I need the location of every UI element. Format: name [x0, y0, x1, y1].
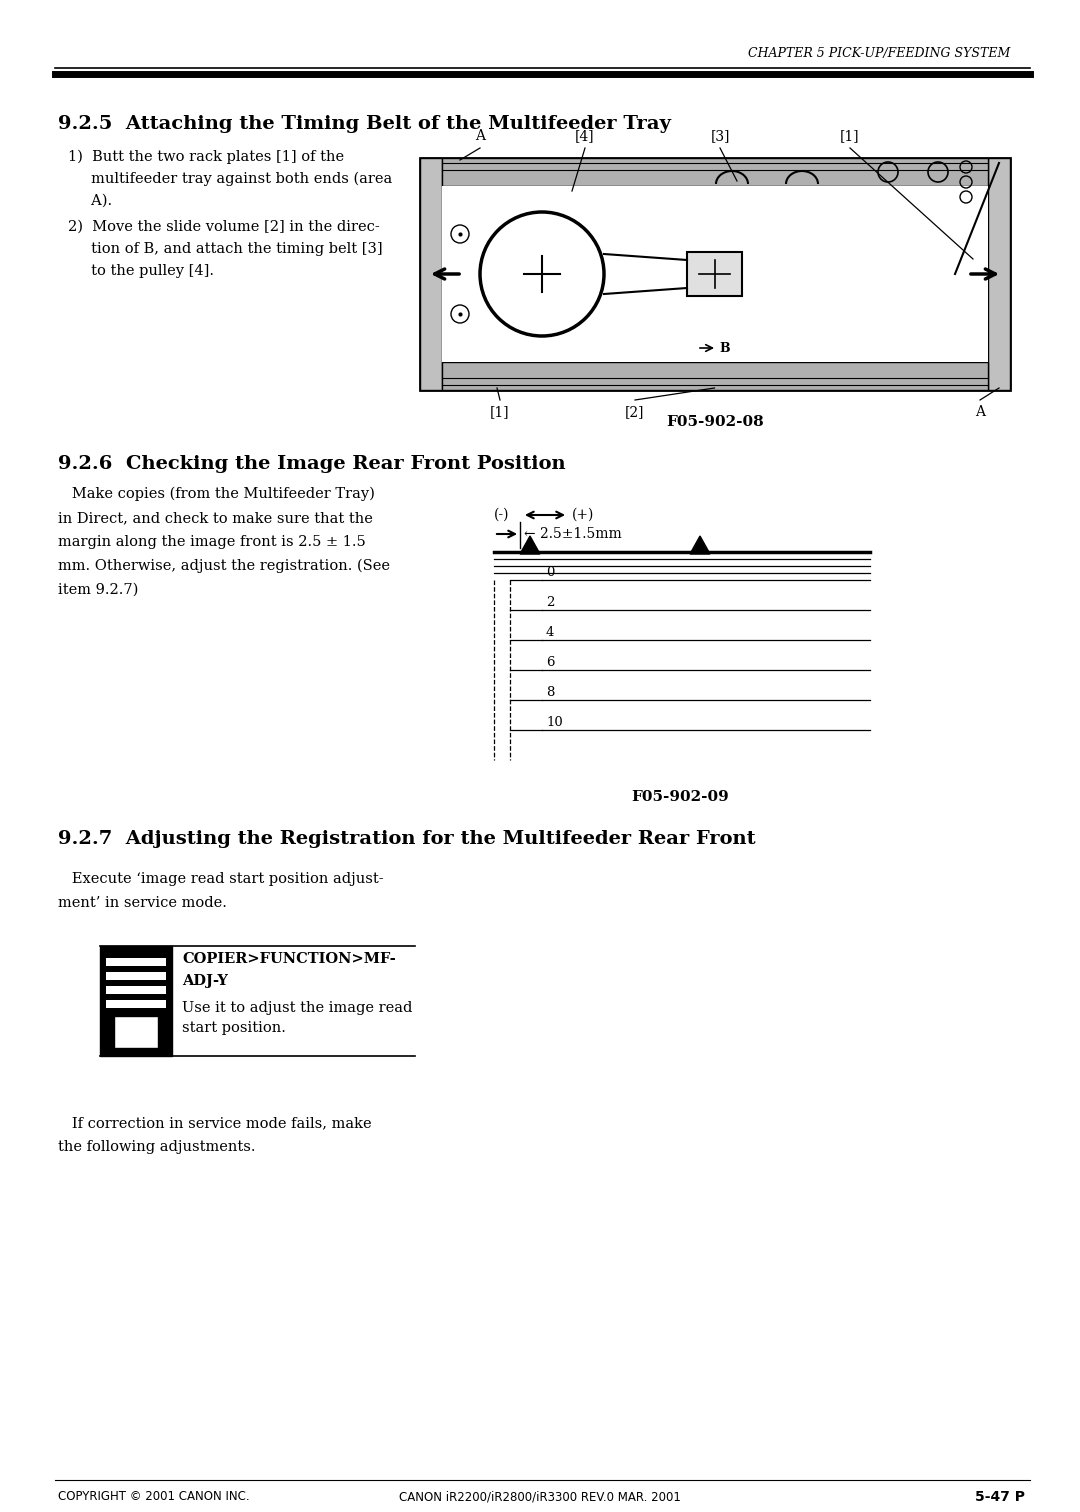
Text: 1)  Butt the two rack plates [1] of the: 1) Butt the two rack plates [1] of the — [68, 150, 345, 165]
Bar — [442, 361, 988, 390]
Bar — [420, 157, 1010, 390]
Text: 0: 0 — [546, 565, 554, 579]
Text: 10: 10 — [546, 717, 563, 729]
Text: CHAPTER 5 PICK-UP/FEEDING SYSTEM: CHAPTER 5 PICK-UP/FEEDING SYSTEM — [747, 47, 1010, 60]
Text: Use it to adjust the image read: Use it to adjust the image read — [183, 1001, 413, 1015]
Text: to the pulley [4].: to the pulley [4]. — [68, 265, 214, 278]
Text: 8: 8 — [546, 686, 554, 699]
Text: 9.2.6  Checking the Image Rear Front Position: 9.2.6 Checking the Image Rear Front Posi… — [58, 455, 566, 473]
Text: 6: 6 — [546, 656, 554, 668]
Text: in Direct, and check to make sure that the: in Direct, and check to make sure that t… — [58, 511, 373, 525]
Bar — [114, 1016, 158, 1048]
Text: 9.2.5  Attaching the Timing Belt of the Multifeeder Tray: 9.2.5 Attaching the Timing Belt of the M… — [58, 115, 671, 133]
Text: [1]: [1] — [490, 405, 510, 419]
Text: 5-47 P: 5-47 P — [975, 1489, 1025, 1504]
Text: F05-902-09: F05-902-09 — [631, 789, 729, 804]
Polygon shape — [519, 535, 540, 553]
Text: start position.: start position. — [183, 1021, 286, 1036]
Text: tion of B, and attach the timing belt [3]: tion of B, and attach the timing belt [3… — [68, 242, 382, 256]
Text: ADJ-Y: ADJ-Y — [183, 974, 228, 987]
Text: ment’ in service mode.: ment’ in service mode. — [58, 897, 227, 910]
Text: B: B — [719, 343, 730, 355]
Text: [1]: [1] — [840, 129, 860, 144]
Text: 2: 2 — [546, 596, 554, 609]
Text: multifeeder tray against both ends (area: multifeeder tray against both ends (area — [68, 172, 392, 186]
Text: the following adjustments.: the following adjustments. — [58, 1140, 256, 1154]
Text: mm. Otherwise, adjust the registration. (See: mm. Otherwise, adjust the registration. … — [58, 559, 390, 573]
Text: A: A — [475, 129, 485, 144]
Bar — [420, 157, 442, 390]
Bar — [100, 947, 172, 1055]
Text: A).: A). — [68, 194, 112, 209]
Bar — [106, 972, 166, 980]
Bar — [442, 186, 988, 361]
Text: CANON iR2200/iR2800/iR3300 REV.0 MAR. 2001: CANON iR2200/iR2800/iR3300 REV.0 MAR. 20… — [400, 1489, 680, 1503]
Bar — [106, 999, 166, 1009]
Text: Execute ‘image read start position adjust-: Execute ‘image read start position adjus… — [58, 872, 383, 886]
Text: item 9.2.7): item 9.2.7) — [58, 584, 138, 597]
Bar — [106, 959, 166, 966]
Text: margin along the image front is 2.5 ± 1.5: margin along the image front is 2.5 ± 1.… — [58, 535, 366, 549]
Bar — [114, 1016, 158, 1048]
Text: If correction in service mode fails, make: If correction in service mode fails, mak… — [58, 1116, 372, 1129]
Text: (-): (-) — [494, 508, 510, 522]
Text: 9.2.7  Adjusting the Registration for the Multifeeder Rear Front: 9.2.7 Adjusting the Registration for the… — [58, 830, 756, 848]
Text: F05-902-08: F05-902-08 — [666, 414, 764, 429]
Bar — [106, 986, 166, 993]
Polygon shape — [690, 535, 710, 553]
Text: [2]: [2] — [625, 405, 645, 419]
Text: (+): (+) — [572, 508, 594, 522]
Text: A: A — [975, 405, 985, 419]
Bar — [442, 157, 988, 186]
Bar — [988, 157, 1010, 390]
Text: 4: 4 — [546, 626, 554, 640]
Text: 2)  Move the slide volume [2] in the direc-: 2) Move the slide volume [2] in the dire… — [68, 221, 380, 234]
Text: [4]: [4] — [576, 129, 595, 144]
Text: [3]: [3] — [711, 129, 730, 144]
Text: COPYRIGHT © 2001 CANON INC.: COPYRIGHT © 2001 CANON INC. — [58, 1489, 249, 1503]
Text: Make copies (from the Multifeeder Tray): Make copies (from the Multifeeder Tray) — [58, 487, 375, 502]
Text: ← 2.5±1.5mm: ← 2.5±1.5mm — [524, 528, 622, 541]
Text: COPIER>FUNCTION>MF-: COPIER>FUNCTION>MF- — [183, 953, 395, 966]
Bar — [687, 253, 742, 296]
